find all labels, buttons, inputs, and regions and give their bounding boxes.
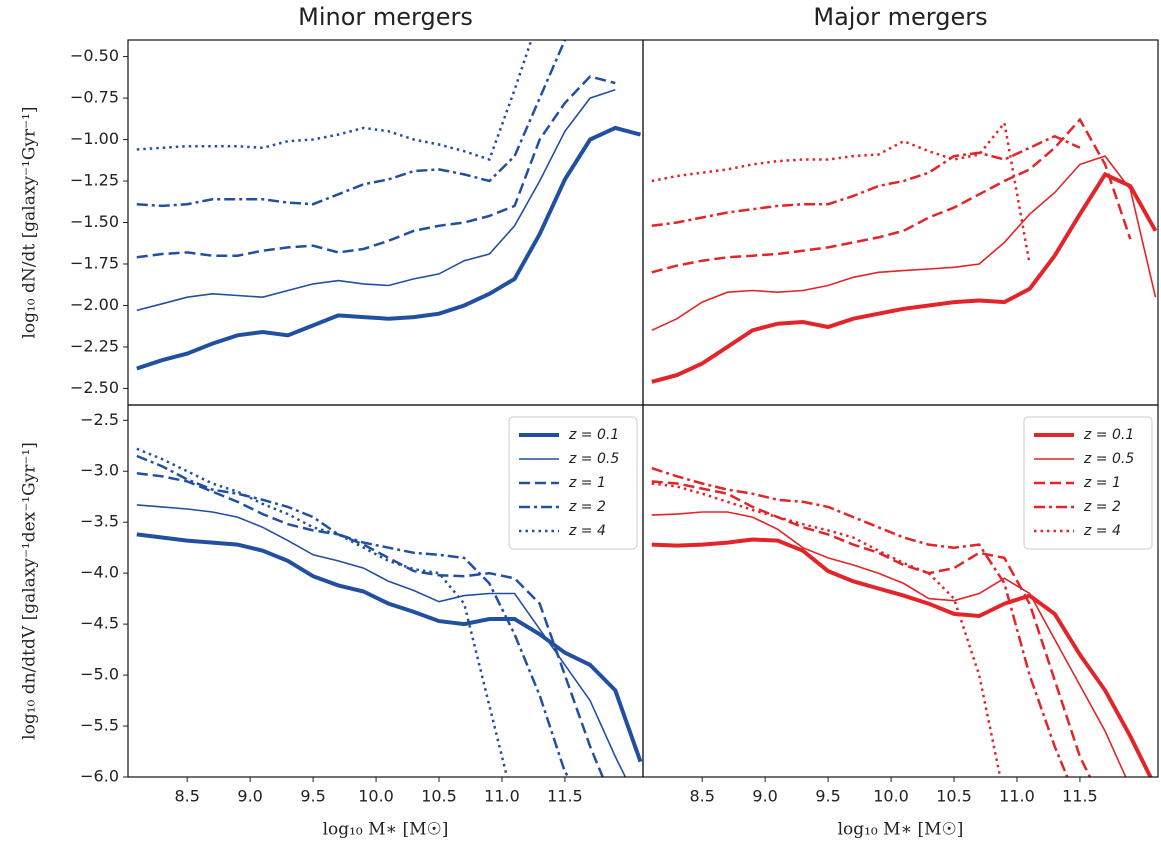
- y-axis-label: log₁₀ dN/dt [galaxy⁻¹Gyr⁻¹]: [20, 106, 40, 338]
- legend-label: z = 0.1: [1083, 427, 1134, 443]
- y-tick-label: −3.0: [80, 461, 119, 480]
- y-tick-label: −2.00: [70, 295, 119, 314]
- x-tick-label: 9.0: [237, 787, 262, 806]
- x-axis-label: log₁₀ M∗ [M☉]: [838, 820, 964, 840]
- y-tick-label: −2.5: [80, 410, 119, 429]
- series-line: [136, 532, 643, 763]
- y-tick-label: −2.25: [70, 336, 119, 355]
- x-tick-label: 9.5: [815, 787, 840, 806]
- y-tick-label: −5.0: [80, 665, 119, 684]
- y-tick-label: −5.5: [80, 716, 119, 735]
- x-tick-label: 9.5: [300, 787, 325, 806]
- series-line: [136, 472, 605, 777]
- panel-frame: [642, 404, 1159, 778]
- y-tick-label: −0.75: [70, 88, 119, 107]
- x-tick-label: 8.5: [689, 787, 714, 806]
- x-tick-label: 11.0: [999, 787, 1035, 806]
- y-tick-label: −2.50: [70, 378, 119, 397]
- legend-label: z = 1: [1083, 475, 1121, 491]
- series-line: [136, 89, 616, 312]
- legend-box: [1023, 416, 1153, 550]
- series-line: [136, 454, 571, 777]
- series-line: [651, 537, 1153, 777]
- series-line: [136, 447, 509, 777]
- panel-title: Major mergers: [813, 3, 987, 31]
- y-tick-label: −1.25: [70, 171, 119, 190]
- y-tick-label: −6.0: [80, 767, 119, 786]
- series-line: [651, 134, 1081, 228]
- y-tick-label: −1.50: [70, 212, 119, 231]
- legend-label: z = 0.1: [568, 427, 619, 443]
- x-tick-label: 10.0: [358, 787, 394, 806]
- x-tick-label: 8.5: [174, 787, 199, 806]
- legend-label: z = 0.5: [1083, 451, 1134, 467]
- series-line: [651, 511, 1127, 777]
- legend-label: z = 4: [568, 523, 606, 539]
- x-tick-label: 10.0: [873, 787, 909, 806]
- legend-label: z = 0.5: [568, 451, 619, 467]
- series-line: [651, 171, 1158, 384]
- x-axis-label: log₁₀ M∗ [M☉]: [323, 820, 449, 840]
- series-line: [136, 125, 642, 371]
- x-tick-label: 11.5: [1062, 787, 1098, 806]
- series-line: [651, 155, 1157, 332]
- y-axis-label: log₁₀ dn/dtdV [galaxy⁻¹dex⁻¹Gyr⁻¹]: [20, 442, 40, 740]
- y-tick-label: −4.5: [80, 614, 119, 633]
- series-line: [136, 40, 533, 162]
- y-tick-label: −4.0: [80, 563, 119, 582]
- series-line: [651, 480, 1092, 777]
- legend-label: z = 2: [568, 499, 606, 515]
- legend-box: [508, 416, 638, 550]
- y-tick-label: −1.00: [70, 129, 119, 148]
- series-line: [136, 504, 627, 777]
- x-tick-label: 10.5: [936, 787, 972, 806]
- legend-label: z = 2: [1083, 499, 1121, 515]
- x-tick-label: 11.5: [547, 787, 583, 806]
- legend-label: z = 4: [1083, 523, 1121, 539]
- x-tick-label: 10.5: [421, 787, 457, 806]
- y-tick-label: −3.5: [80, 512, 119, 531]
- x-tick-label: 11.0: [484, 787, 520, 806]
- series-line: [651, 120, 1031, 265]
- y-tick-label: −1.75: [70, 253, 119, 272]
- panel-title: Minor mergers: [298, 3, 473, 31]
- legend-label: z = 1: [568, 475, 606, 491]
- series-line: [651, 117, 1132, 274]
- panel-frame: [127, 39, 644, 406]
- y-tick-label: −0.50: [70, 46, 119, 65]
- series-line: [651, 467, 1069, 777]
- series-line: [136, 40, 567, 208]
- x-tick-label: 9.0: [752, 787, 777, 806]
- series-line: [136, 75, 616, 259]
- series-line: [651, 482, 1002, 777]
